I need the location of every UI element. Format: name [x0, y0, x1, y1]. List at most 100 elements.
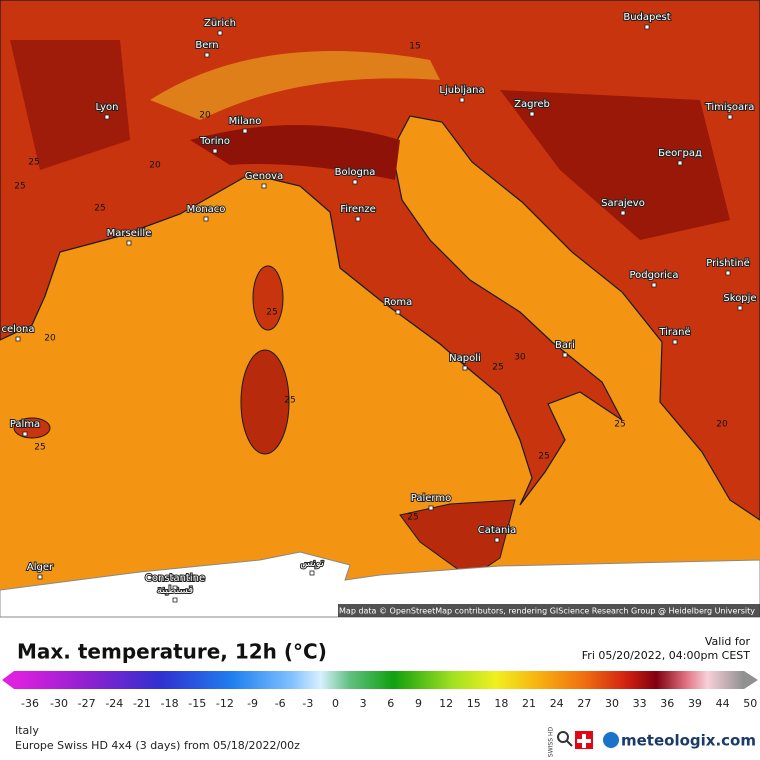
- city-marker: [620, 210, 626, 216]
- city-marker: [529, 111, 535, 117]
- valid-time: Fri 05/20/2022, 04:00pm CEST: [582, 649, 751, 662]
- contour-label: 25: [407, 513, 418, 523]
- africa: [0, 551, 760, 618]
- attribution-bg: [338, 604, 760, 617]
- colorbar-tick-label: 39: [688, 697, 702, 710]
- map: Map data © OpenStreetMap contributors, r…: [0, 0, 760, 618]
- city-marker: [217, 30, 223, 36]
- colorbar-arrow-right: [744, 671, 758, 689]
- colorbar-tick-label: 9: [415, 697, 422, 710]
- sardinia: [240, 349, 290, 455]
- city-label: Zagreb: [514, 99, 550, 110]
- city-label: Firenze: [340, 204, 376, 215]
- contour-label: 25: [266, 308, 277, 318]
- map-labels: Budapest Zürich Bern Ljubljana Zagreb Timişoa…: [0, 11, 758, 603]
- colorbar-tick-label: -18: [161, 697, 179, 710]
- france-interior: [10, 40, 130, 170]
- colorbar-tick-label: -30: [50, 697, 68, 710]
- city-marker: [651, 282, 657, 288]
- city-marker: [677, 160, 683, 166]
- sicily: [399, 499, 516, 579]
- city-label: Torino: [199, 136, 230, 147]
- city-marker: [459, 97, 465, 103]
- logo: SWISS HD meteologix.com: [548, 727, 756, 758]
- contour-label: 25: [614, 420, 625, 430]
- city-label: Milano: [229, 116, 262, 127]
- magnifier-handle: [566, 740, 573, 747]
- city-label: Palermo: [411, 493, 451, 504]
- colorbar-tick-label: 18: [494, 697, 508, 710]
- brand-icon: [603, 732, 619, 748]
- swiss-cross: [577, 734, 591, 748]
- swiss-hd: SWISS HD: [548, 727, 555, 758]
- city-label: Prishtinë: [706, 258, 749, 269]
- contour-label: 25: [14, 182, 25, 192]
- city-label: Napoli: [449, 353, 481, 364]
- city-marker: [15, 336, 21, 342]
- colorbar-tick-label: -15: [188, 697, 206, 710]
- balkan-interior: [500, 90, 730, 240]
- colorbar-arrow-left: [2, 671, 14, 689]
- city-marker: [22, 431, 28, 437]
- colorbar-tick-label: 33: [633, 697, 647, 710]
- colorbar-tick-label: -9: [247, 697, 258, 710]
- colorbar-tick-label: -27: [78, 697, 96, 710]
- colorbar-scale: [14, 671, 744, 689]
- city-label: Palma: [10, 419, 40, 430]
- city-label: Zürich: [204, 18, 236, 29]
- valid-label: Valid for: [705, 635, 751, 648]
- city-label: celona: [1, 324, 34, 335]
- colorbar-tick-label: 50: [743, 697, 757, 710]
- colorbar-tick-label: 0: [332, 697, 339, 710]
- city-marker: [355, 216, 361, 222]
- contour-label: 25: [284, 396, 295, 406]
- contour-label: 20: [149, 161, 161, 171]
- city-marker: [462, 365, 468, 371]
- city-marker: [395, 309, 401, 315]
- city-label: Budapest: [623, 12, 670, 23]
- city-label: Constantine: [145, 573, 205, 584]
- region: Italy: [15, 724, 39, 737]
- po-valley: [190, 125, 400, 180]
- city-label: Bern: [195, 40, 218, 51]
- city-label: Ljubljana: [439, 85, 484, 96]
- colorbar-tick-label: -36: [21, 697, 39, 710]
- city-label: Catania: [478, 525, 516, 536]
- city-marker: [212, 148, 218, 154]
- colorbar: [2, 671, 758, 689]
- contour-label: 15: [409, 42, 420, 52]
- city-label: Bari: [555, 340, 575, 351]
- contour-label: 20: [199, 111, 211, 121]
- city-label: تونس: [300, 558, 324, 569]
- colorbar-tick-label: 12: [439, 697, 453, 710]
- city-marker: [172, 585, 178, 591]
- city-marker: [562, 352, 568, 358]
- city-marker: [261, 183, 267, 189]
- city-label: Bologna: [335, 167, 376, 178]
- city-label: Roma: [384, 297, 413, 308]
- colorbar-tick-label: -3: [302, 697, 313, 710]
- corsica: [252, 265, 284, 331]
- city-marker: [172, 597, 178, 603]
- contour-label: 25: [538, 452, 549, 462]
- colorbar-tick-label: 15: [467, 697, 481, 710]
- city-label: Alger: [27, 562, 54, 573]
- city-marker: [203, 216, 209, 222]
- colorbar-tick-label: 44: [716, 697, 730, 710]
- city-label: Lyon: [95, 102, 118, 113]
- city-label: Sarajevo: [601, 198, 645, 209]
- city-marker: [352, 179, 358, 185]
- magnifier: [557, 731, 569, 743]
- contour-label: 25: [492, 363, 503, 373]
- city-label: Genova: [245, 171, 283, 182]
- city-marker: [727, 114, 733, 120]
- colorbar-tick-label: 3: [360, 697, 367, 710]
- contour-label: 20: [44, 334, 56, 344]
- city-label: Tiranë: [658, 327, 690, 338]
- city-marker: [494, 537, 500, 543]
- colorbar-tick-label: -24: [105, 697, 123, 710]
- colorbar-tick-label: 30: [605, 697, 619, 710]
- colorbar-tick-label: 21: [522, 697, 536, 710]
